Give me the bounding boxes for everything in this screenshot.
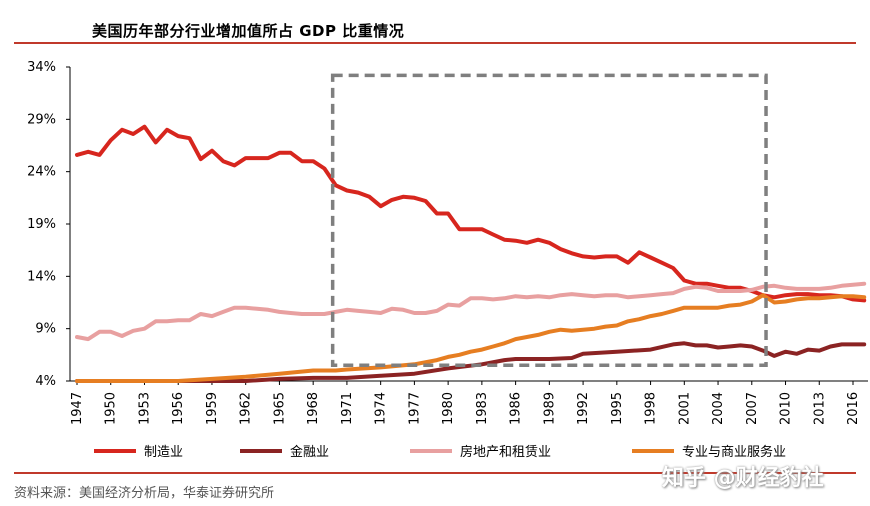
x-tick-label: 2001 — [677, 392, 692, 425]
legend-label-1: 制造业 — [144, 445, 183, 460]
x-tick-label: 1959 — [205, 392, 220, 425]
x-tick-label: 1950 — [104, 392, 119, 425]
title-divider — [14, 42, 856, 44]
legend-label-2: 金融业 — [290, 444, 329, 460]
x-tick-label: 2007 — [745, 392, 760, 425]
x-tick-label: 1989 — [542, 392, 557, 425]
x-tick-label: 1947 — [70, 392, 85, 425]
x-tick-label: 1977 — [407, 392, 422, 425]
y-tick-label: 19% — [27, 217, 56, 232]
watermark: 知乎 @财经豹社 — [662, 466, 824, 491]
series-line-4 — [75, 293, 867, 383]
x-tick-label: 1956 — [171, 392, 186, 425]
series-line-1 — [75, 124, 867, 303]
x-tick-label: 1962 — [239, 392, 254, 425]
y-tick-label: 14% — [27, 269, 56, 284]
x-tick-label: 1974 — [374, 392, 389, 425]
footer-divider — [14, 472, 856, 474]
x-tick-label: 2016 — [846, 392, 861, 425]
x-tick-label: 2010 — [779, 392, 794, 425]
series-line-2 — [75, 341, 867, 383]
x-tick-label: 1971 — [340, 392, 355, 425]
legend-label-4: 专业与商业服务业 — [682, 444, 786, 460]
x-tick-label: 2004 — [711, 392, 726, 425]
y-tick-label: 9% — [35, 322, 56, 337]
source-note: 资料来源：美国经济分析局，华泰证券研究所 — [14, 486, 275, 501]
x-tick-label: 1968 — [306, 392, 321, 425]
y-tick-label: 24% — [27, 165, 56, 180]
x-tick-label: 1995 — [610, 392, 625, 425]
legend-label-3: 房地产和租赁业 — [460, 444, 551, 460]
x-tick-label: 1983 — [475, 392, 490, 425]
x-tick-label: 2013 — [812, 392, 827, 425]
x-tick-label: 1953 — [137, 392, 152, 425]
x-tick-label: 1998 — [644, 392, 659, 425]
y-tick-label: 4% — [35, 374, 56, 389]
x-tick-label: 1992 — [576, 392, 591, 425]
x-tick-label: 1980 — [441, 392, 456, 425]
x-tick-label: 1986 — [509, 392, 524, 425]
y-tick-label: 29% — [27, 112, 56, 127]
highlight-box — [330, 73, 768, 368]
chart-title: 美国历年部分行业增加值所占 GDP 比重情况 — [92, 22, 405, 40]
x-tick-label: 1965 — [272, 392, 287, 425]
line-chart: 4% 9% 14% 19% 24% 29% 34% 1947 1950 1953 1956 1959 1… — [27, 60, 868, 460]
series-line-3 — [75, 281, 867, 342]
y-tick-label: 34% — [27, 60, 56, 75]
